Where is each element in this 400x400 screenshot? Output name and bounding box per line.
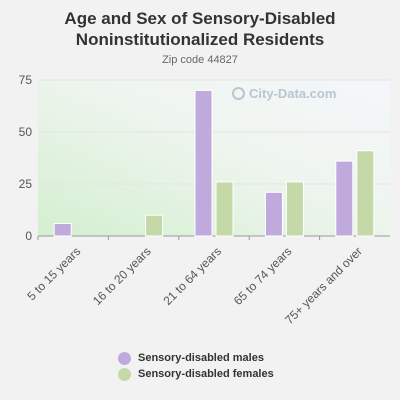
x-category-label: 21 to 64 years [160,244,224,308]
bar-males [53,223,72,237]
bar-females [285,181,304,237]
y-tick-label: 75 [19,73,33,87]
legend: Sensory-disabled males Sensory-disabled … [118,350,274,382]
chart-title: Age and Sex of Sensory-Disabled Noninstit… [64,9,336,49]
x-category-label: 16 to 20 years [90,244,154,308]
legend-label-males: Sensory-disabled males [138,352,264,364]
bar-males [335,160,354,237]
watermark: City-Data.com [232,86,336,101]
bar-females [215,181,234,237]
bar-females [145,214,164,237]
magnifier-icon [232,87,245,100]
x-category-label: 65 to 74 years [231,244,295,308]
bar-females [356,150,375,237]
legend-label-females: Sensory-disabled females [138,368,274,380]
y-tick-label: 25 [19,177,33,191]
x-category-label: 5 to 15 years [24,244,83,303]
watermark-text: City-Data.com [249,86,337,101]
chart-subtitle: Zip code 44827 [162,54,238,66]
bar-males [264,191,283,237]
legend-swatch-males [118,351,131,365]
plot-area [38,80,390,236]
legend-item-females: Sensory-disabled females [118,366,274,382]
bar-males [194,89,213,237]
y-tick-label: 0 [25,229,32,243]
legend-item-males: Sensory-disabled males [118,350,274,366]
legend-swatch-females [118,367,131,381]
x-category-label: 75+ years and over [282,244,365,327]
y-tick-label: 50 [19,125,33,139]
